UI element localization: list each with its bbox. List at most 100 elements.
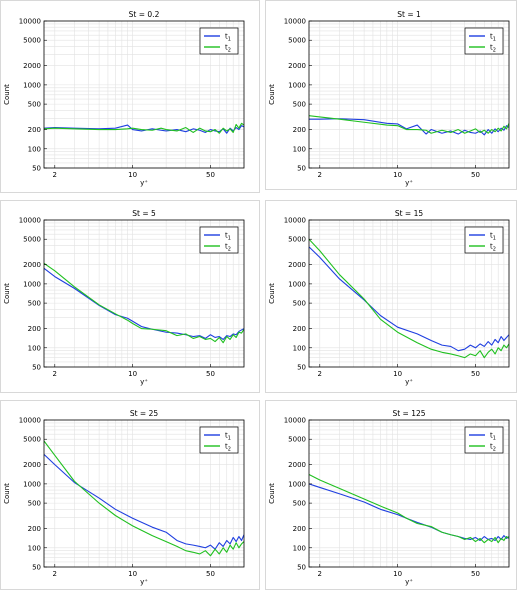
series-line-t1 xyxy=(309,246,509,352)
y-tick-label: 50 xyxy=(297,364,306,372)
axes-box xyxy=(308,20,510,169)
chart-panel-1: St = 1 2 10 50 10000 5000 2000 1000 500 200 100 50 y… xyxy=(265,0,517,190)
y-tick-label: 2000 xyxy=(23,261,41,269)
chart-panel-0: St = 0.2 2 10 50 10000 5000 2000 1000 500 200 100 5… xyxy=(0,0,260,193)
series-line-t2 xyxy=(309,474,509,544)
x-axis-label: y⁺ xyxy=(405,179,413,187)
series-line-t1 xyxy=(309,118,509,136)
chart-title: St = 1 xyxy=(397,10,421,19)
x-axis-label: y⁺ xyxy=(405,378,413,386)
y-tick-label: 100 xyxy=(28,544,41,552)
series-line-t1 xyxy=(44,453,244,550)
x-tick-label: 50 xyxy=(471,171,480,179)
y-tick-label: 2000 xyxy=(23,62,41,70)
x-axis-label: y⁺ xyxy=(405,578,413,586)
x-tick-label: 10 xyxy=(128,570,137,578)
y-tick-label: 2000 xyxy=(23,461,41,469)
y-tick-label: 5000 xyxy=(23,236,41,244)
y-tick-label: 500 xyxy=(293,300,306,308)
y-tick-label: 5000 xyxy=(23,436,41,444)
series-line-t1 xyxy=(309,483,509,542)
series-line-t2 xyxy=(44,122,244,134)
chart-panel-3: St = 15 2 10 50 10000 5000 2000 1000 500 200 100 50… xyxy=(265,200,517,393)
legend-box xyxy=(199,27,239,55)
legend-box xyxy=(199,426,239,454)
legend-label-1: t2 xyxy=(490,44,496,54)
chart-panel-5: St = 125 2 10 50 10000 5000 2000 1000 500 200 100 5… xyxy=(265,400,517,590)
legend-box xyxy=(464,27,504,55)
y-tick-label: 500 xyxy=(293,500,306,508)
legend-label-1: t2 xyxy=(225,243,231,253)
x-axis-label: y⁺ xyxy=(140,378,148,386)
y-tick-label: 2000 xyxy=(288,62,306,70)
y-tick-label: 500 xyxy=(28,300,41,308)
x-tick-label: 2 xyxy=(53,370,57,378)
y-tick-label: 100 xyxy=(293,344,306,352)
y-tick-label: 10000 xyxy=(19,18,41,26)
y-tick-label: 10000 xyxy=(284,18,306,26)
panel-frame xyxy=(265,200,517,393)
axes-box xyxy=(43,20,245,169)
x-tick-label: 10 xyxy=(128,370,137,378)
y-tick-label: 10000 xyxy=(19,417,41,425)
x-tick-label: 2 xyxy=(53,570,57,578)
y-axis-label: Count xyxy=(3,84,11,105)
legend-label-1: t2 xyxy=(225,44,231,54)
y-tick-label: 5000 xyxy=(288,436,306,444)
y-axis-label: Count xyxy=(268,84,276,105)
axes-box xyxy=(43,419,245,568)
x-tick-label: 50 xyxy=(206,570,215,578)
chart-panel-2: St = 5 2 10 50 10000 5000 2000 1000 500 200 100 50 y… xyxy=(0,200,260,393)
y-tick-label: 2000 xyxy=(288,261,306,269)
panel-frame xyxy=(265,400,517,590)
x-tick-label: 50 xyxy=(206,370,215,378)
series-line-t2 xyxy=(44,440,244,557)
y-tick-label: 200 xyxy=(28,126,41,134)
y-tick-label: 100 xyxy=(293,145,306,153)
y-tick-label: 200 xyxy=(293,126,306,134)
x-tick-label: 50 xyxy=(471,370,480,378)
y-tick-label: 10000 xyxy=(284,217,306,225)
y-tick-label: 100 xyxy=(28,145,41,153)
series-line-t1 xyxy=(44,124,244,134)
x-tick-label: 2 xyxy=(318,570,322,578)
y-axis-label: Count xyxy=(268,283,276,304)
legend-box xyxy=(199,226,239,254)
legend-label-0: t1 xyxy=(225,232,231,242)
panel-frame xyxy=(0,200,260,393)
panel-frame xyxy=(265,0,517,190)
axes-box xyxy=(308,219,510,368)
y-tick-label: 10000 xyxy=(19,217,41,225)
legend-label-0: t1 xyxy=(490,232,496,242)
y-tick-label: 50 xyxy=(297,165,306,173)
y-tick-label: 200 xyxy=(28,525,41,533)
legend-label-0: t1 xyxy=(490,33,496,43)
chart-title: St = 125 xyxy=(392,409,425,418)
x-tick-label: 2 xyxy=(318,171,322,179)
y-tick-label: 50 xyxy=(32,364,41,372)
y-tick-label: 50 xyxy=(32,564,41,572)
x-tick-label: 2 xyxy=(53,171,57,179)
x-axis-label: y⁺ xyxy=(140,179,148,187)
y-tick-label: 1000 xyxy=(288,81,306,89)
x-tick-label: 10 xyxy=(393,570,402,578)
legend-label-1: t2 xyxy=(225,443,231,453)
y-axis-label: Count xyxy=(3,283,11,304)
legend-label-0: t1 xyxy=(225,432,231,442)
y-tick-label: 100 xyxy=(293,544,306,552)
x-tick-label: 50 xyxy=(206,171,215,179)
y-tick-label: 50 xyxy=(297,564,306,572)
series-line-t2 xyxy=(44,262,244,344)
y-tick-label: 1000 xyxy=(288,280,306,288)
x-tick-label: 10 xyxy=(393,171,402,179)
y-tick-label: 2000 xyxy=(288,461,306,469)
legend-box xyxy=(464,226,504,254)
y-tick-label: 200 xyxy=(28,325,41,333)
y-tick-label: 1000 xyxy=(23,81,41,89)
